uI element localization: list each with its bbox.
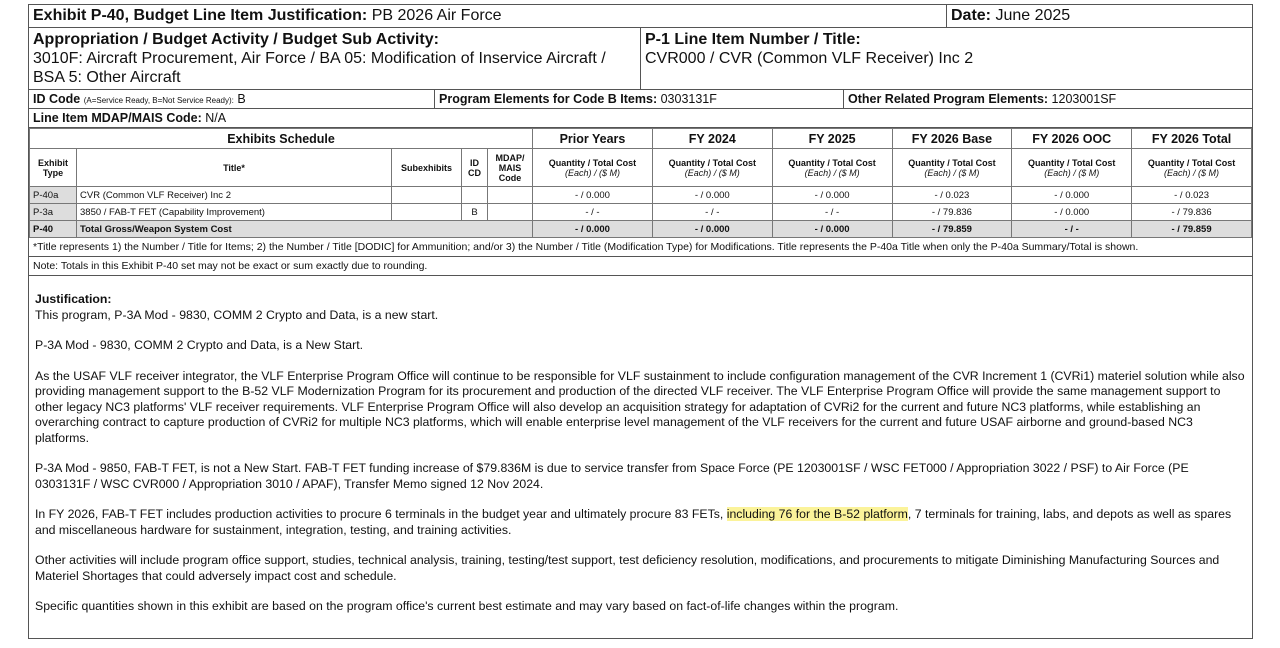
qty-cost-header: Quantity / Total Cost (Each) / ($ M) xyxy=(771,148,893,187)
period-header: FY 2026 Total xyxy=(1131,128,1252,149)
qty-label: Quantity / Total Cost xyxy=(548,157,637,168)
appropriation-label: Appropriation / Budget Activity / Budget… xyxy=(33,31,439,48)
other-pe-value: 1203001SF xyxy=(1051,92,1117,106)
qty-label: Quantity / Total Cost xyxy=(1028,157,1116,168)
col-mdap: MDAP/ MAIS Code xyxy=(486,148,534,187)
exhibit-document: Exhibit P-40, Budget Line Item Justifica… xyxy=(28,4,1253,639)
rounding-note: Note: Totals in this Exhibit P-40 set ma… xyxy=(29,257,1252,276)
total-type: P-40 xyxy=(29,220,77,238)
row-value: - / - xyxy=(771,203,893,221)
row-value: - / 0.000 xyxy=(771,186,893,204)
row-value: - / 0.000 xyxy=(651,186,773,204)
row-idcd: B xyxy=(461,203,488,221)
justification-paragraph: In FY 2026, FAB-T FET includes productio… xyxy=(35,507,1246,538)
id-code-hint: (A=Service Ready, B=Not Service Ready): xyxy=(83,96,234,105)
other-pe-label: Other Related Program Elements: xyxy=(848,92,1049,106)
row-value: - / - xyxy=(651,203,773,221)
units-label: (Each) / ($ M) xyxy=(924,167,980,178)
col-exhibit-type: Exhibit Type xyxy=(29,148,77,187)
qty-cost-header: Quantity / Total Cost (Each) / ($ M) xyxy=(651,148,773,187)
units-label: (Each) / ($ M) xyxy=(1164,167,1220,178)
total-value: - / 79.859 xyxy=(891,220,1013,238)
row-title: 3850 / FAB-T FET (Capability Improvement… xyxy=(76,203,392,221)
row-value: - / 79.836 xyxy=(1131,203,1252,221)
row-mdap xyxy=(486,203,534,221)
units-label: (Each) / ($ M) xyxy=(804,167,860,178)
col-title: Title* xyxy=(76,148,392,187)
period-header: FY 2026 Base xyxy=(891,128,1013,149)
row-value: - / 0.000 xyxy=(1011,186,1133,204)
col-subexhibits: Subexhibits xyxy=(391,148,462,187)
period-header: FY 2024 xyxy=(651,128,773,149)
row-value: - / 79.836 xyxy=(891,203,1013,221)
text-span: In FY 2026, FAB-T FET includes productio… xyxy=(35,507,727,521)
qty-label: Quantity / Total Cost xyxy=(1147,157,1236,168)
row-sub xyxy=(391,186,462,204)
schedule-header: Exhibits Schedule xyxy=(28,128,534,149)
pe-b-label: Program Elements for Code B Items: xyxy=(439,92,658,106)
mdap-value: N/A xyxy=(205,111,227,125)
id-code-row: ID Code (A=Service Ready, B=Not Service … xyxy=(29,90,1252,109)
row-sub xyxy=(391,203,462,221)
total-title: Total Gross/Weapon System Cost xyxy=(75,220,534,238)
justification-paragraph: This program, P-3A Mod - 9830, COMM 2 Cr… xyxy=(35,307,439,322)
row-mdap xyxy=(486,186,534,204)
row-value: - / 0.023 xyxy=(891,186,1013,204)
row-type: P-3a xyxy=(29,203,77,221)
total-value: - / - xyxy=(1011,220,1133,238)
row-value: - / 0.000 xyxy=(1011,203,1133,221)
qty-label: Quantity / Total Cost xyxy=(668,157,756,168)
row-title: CVR (Common VLF Receiver) Inc 2 xyxy=(76,186,392,204)
total-row: P-40 Total Gross/Weapon System Cost - / 0… xyxy=(29,220,1252,238)
period-header: Prior Years xyxy=(532,128,653,149)
justification-paragraph: P-3A Mod - 9830, COMM 2 Crypto and Data,… xyxy=(35,338,364,352)
id-code-label: ID Code xyxy=(33,92,81,106)
period-header: FY 2025 xyxy=(771,128,893,149)
highlighted-text: including 76 for the B-52 platform xyxy=(726,507,908,521)
row-value: - / 0.023 xyxy=(1131,186,1252,204)
total-value: - / 0.000 xyxy=(651,220,773,238)
units-label: (Each) / ($ M) xyxy=(684,167,740,178)
col-idcd: ID CD xyxy=(461,148,488,187)
total-value: - / 0.000 xyxy=(771,220,893,238)
appropriation-row: Appropriation / Budget Activity / Budget… xyxy=(29,28,1252,90)
justification-paragraph: P-3A Mod - 9850, FAB-T FET, is not a New… xyxy=(35,461,1189,491)
qty-label: Quantity / Total Cost xyxy=(908,157,996,168)
mdap-label: Line Item MDAP/MAIS Code: xyxy=(33,111,202,125)
justification-paragraph: As the USAF VLF receiver integrator, the… xyxy=(35,368,1245,445)
justification-heading: Justification: xyxy=(35,292,112,306)
period-header: FY 2026 OOC xyxy=(1011,128,1133,149)
total-value: - / 0.000 xyxy=(532,220,653,238)
header-row: Exhibit P-40, Budget Line Item Justifica… xyxy=(29,5,1252,28)
appropriation-value: 3010F: Aircraft Procurement, Air Force /… xyxy=(33,50,606,86)
row-idcd xyxy=(461,186,488,204)
qty-cost-header: Quantity / Total Cost (Each) / ($ M) xyxy=(891,148,1013,187)
mdap-row: Line Item MDAP/MAIS Code: N/A xyxy=(29,109,1252,128)
justification-paragraph: Specific quantities shown in this exhibi… xyxy=(35,599,899,613)
qty-cost-header: Quantity / Total Cost (Each) / ($ M) xyxy=(1011,148,1133,187)
units-label: (Each) / ($ M) xyxy=(564,167,620,178)
title-footnote: *Title represents 1) the Number / Title … xyxy=(29,238,1252,257)
date-label: Date: xyxy=(951,7,992,24)
p1-value: CVR000 / CVR (Common VLF Receiver) Inc 2 xyxy=(645,50,974,67)
justification-paragraph: Other activities will include program of… xyxy=(35,553,1220,583)
row-value: - / - xyxy=(532,203,653,221)
qty-cost-header: Quantity / Total Cost (Each) / ($ M) xyxy=(532,148,653,187)
exhibits-schedule-table: Exhibits Schedule Prior Years FY 2024 FY… xyxy=(28,128,1252,238)
p1-label: P-1 Line Item Number / Title: xyxy=(645,31,861,48)
row-value: - / 0.000 xyxy=(532,186,653,204)
justification-section: Justification: This program, P-3A Mod - … xyxy=(29,276,1252,638)
row-type: P-40a xyxy=(29,186,77,204)
text-span: , 7 terminals for training, labs, and de… xyxy=(35,507,1232,537)
pe-b-value: 0303131F xyxy=(660,92,717,106)
qty-label: Quantity / Total Cost xyxy=(788,157,876,168)
exhibit-label: Exhibit P-40, Budget Line Item Justifica… xyxy=(33,7,368,24)
id-code-value: B xyxy=(237,92,246,106)
units-label: (Each) / ($ M) xyxy=(1044,167,1100,178)
qty-cost-header: Quantity / Total Cost (Each) / ($ M) xyxy=(1131,148,1252,187)
exhibit-value: PB 2026 Air Force xyxy=(371,7,502,24)
date-value: June 2025 xyxy=(995,7,1071,24)
total-value: - / 79.859 xyxy=(1131,220,1252,238)
